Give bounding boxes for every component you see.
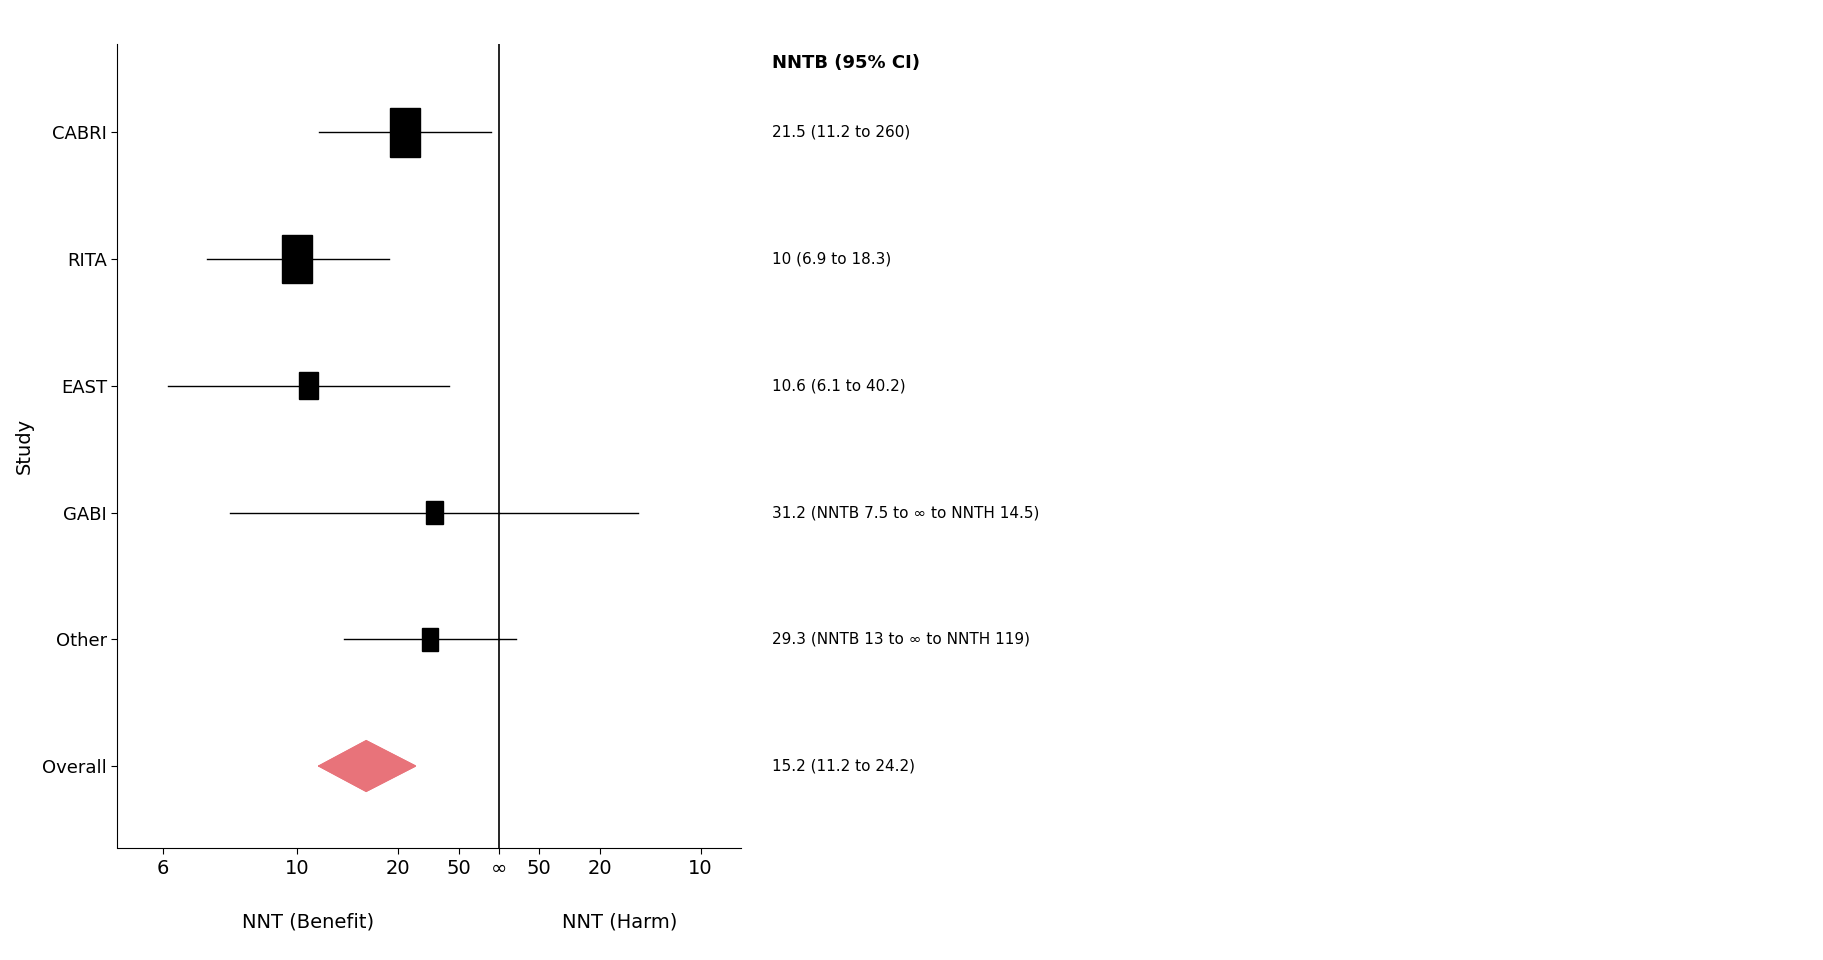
Bar bbox=[390, 108, 419, 156]
Text: 10.6 (6.1 to 40.2): 10.6 (6.1 to 40.2) bbox=[771, 378, 906, 394]
Bar bbox=[421, 628, 438, 651]
Text: 21.5 (11.2 to 260): 21.5 (11.2 to 260) bbox=[771, 125, 910, 140]
Bar bbox=[299, 372, 317, 399]
Text: NNT (Benefit): NNT (Benefit) bbox=[242, 912, 374, 931]
Text: 15.2 (11.2 to 24.2): 15.2 (11.2 to 24.2) bbox=[771, 758, 915, 774]
Y-axis label: Study: Study bbox=[15, 418, 35, 474]
Bar bbox=[283, 235, 312, 283]
Text: 10 (6.9 to 18.3): 10 (6.9 to 18.3) bbox=[771, 252, 891, 267]
Text: 31.2 (NNTB 7.5 to ∞ to NNTH 14.5): 31.2 (NNTB 7.5 to ∞ to NNTH 14.5) bbox=[771, 505, 1039, 520]
Text: NNT (Harm): NNT (Harm) bbox=[561, 912, 676, 931]
Polygon shape bbox=[319, 741, 416, 791]
Text: NNTB (95% CI): NNTB (95% CI) bbox=[771, 54, 921, 72]
Bar bbox=[425, 501, 443, 524]
Text: 29.3 (NNTB 13 to ∞ to NNTH 119): 29.3 (NNTB 13 to ∞ to NNTH 119) bbox=[771, 632, 1030, 647]
